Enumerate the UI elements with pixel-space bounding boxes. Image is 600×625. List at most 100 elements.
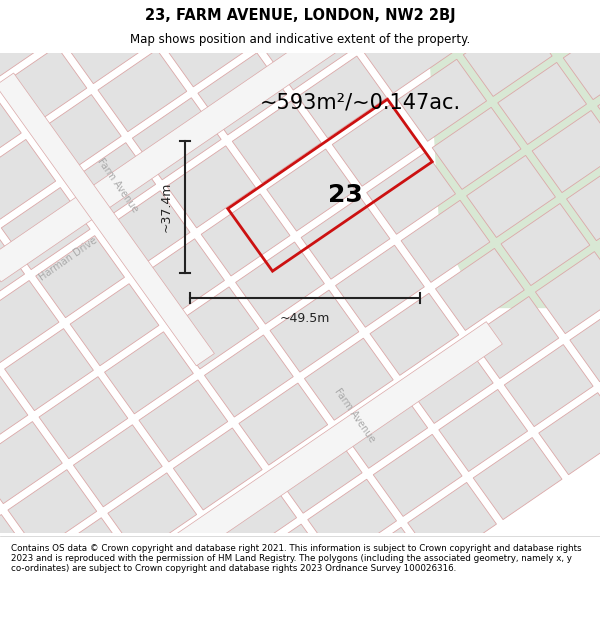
Polygon shape [467, 156, 556, 238]
Polygon shape [98, 49, 187, 132]
Polygon shape [133, 98, 221, 180]
Polygon shape [0, 0, 18, 32]
Polygon shape [239, 383, 328, 465]
Polygon shape [70, 284, 159, 366]
Polygon shape [432, 107, 521, 189]
Polygon shape [167, 146, 256, 228]
Polygon shape [64, 2, 152, 84]
Polygon shape [170, 287, 259, 369]
Text: ~593m²/~0.147ac.: ~593m²/~0.147ac. [259, 92, 461, 112]
Polygon shape [29, 0, 118, 36]
Text: Contains OS data © Crown copyright and database right 2021. This information is : Contains OS data © Crown copyright and d… [11, 544, 581, 573]
Polygon shape [367, 152, 455, 234]
Polygon shape [404, 341, 493, 423]
Polygon shape [36, 236, 125, 318]
Polygon shape [0, 281, 59, 362]
Polygon shape [407, 482, 496, 564]
Polygon shape [0, 562, 65, 625]
Polygon shape [104, 332, 193, 414]
Polygon shape [118, 322, 502, 597]
Polygon shape [211, 617, 300, 625]
Polygon shape [242, 524, 331, 606]
Polygon shape [401, 200, 490, 282]
Polygon shape [77, 566, 166, 625]
Text: Farm Avenue: Farm Avenue [95, 156, 140, 214]
Polygon shape [301, 197, 390, 279]
Polygon shape [439, 389, 527, 471]
Polygon shape [398, 59, 487, 141]
Polygon shape [176, 569, 265, 625]
Polygon shape [595, 0, 600, 7]
Text: 23, FARM AVENUE, LONDON, NW2 2BJ: 23, FARM AVENUE, LONDON, NW2 2BJ [145, 8, 455, 23]
Polygon shape [529, 0, 600, 51]
Polygon shape [598, 66, 600, 148]
Polygon shape [232, 101, 321, 183]
Polygon shape [5, 329, 94, 411]
Polygon shape [494, 0, 583, 4]
Polygon shape [0, 514, 31, 597]
Polygon shape [329, 0, 418, 45]
Polygon shape [229, 0, 318, 42]
Polygon shape [39, 377, 128, 459]
Text: Map shows position and indicative extent of the property.: Map shows position and indicative extent… [130, 33, 470, 46]
Polygon shape [505, 344, 593, 427]
Polygon shape [274, 431, 362, 513]
Text: ~49.5m: ~49.5m [280, 312, 330, 326]
Polygon shape [0, 139, 56, 221]
Polygon shape [0, 24, 345, 282]
Polygon shape [163, 5, 252, 87]
Polygon shape [501, 204, 590, 286]
Polygon shape [473, 438, 562, 519]
Polygon shape [0, 232, 25, 314]
Polygon shape [108, 473, 197, 555]
Polygon shape [0, 374, 28, 456]
Polygon shape [236, 242, 325, 324]
Text: Harman Drive: Harman Drive [37, 235, 99, 282]
Polygon shape [532, 111, 600, 192]
Polygon shape [563, 18, 600, 99]
Polygon shape [129, 0, 218, 39]
Polygon shape [136, 239, 224, 321]
Polygon shape [364, 11, 452, 93]
Polygon shape [335, 245, 424, 328]
Polygon shape [42, 518, 131, 600]
Polygon shape [373, 434, 462, 516]
Polygon shape [570, 299, 600, 382]
Polygon shape [101, 191, 190, 272]
Polygon shape [332, 104, 421, 186]
Polygon shape [11, 611, 100, 625]
Polygon shape [470, 296, 559, 379]
Polygon shape [111, 614, 200, 625]
Polygon shape [142, 521, 231, 603]
Polygon shape [342, 528, 431, 609]
Polygon shape [201, 194, 290, 276]
Polygon shape [198, 53, 287, 135]
Polygon shape [0, 421, 62, 504]
Polygon shape [430, 53, 600, 308]
Polygon shape [436, 248, 524, 331]
Polygon shape [67, 142, 155, 225]
Polygon shape [32, 94, 121, 177]
Polygon shape [498, 62, 587, 144]
Polygon shape [1, 188, 90, 269]
Polygon shape [277, 572, 365, 625]
Text: ~37.4m: ~37.4m [160, 182, 173, 232]
Polygon shape [535, 252, 600, 334]
Polygon shape [205, 335, 293, 417]
Polygon shape [270, 290, 359, 372]
Polygon shape [370, 293, 459, 376]
Polygon shape [0, 0, 52, 81]
Polygon shape [73, 425, 162, 507]
Text: Farm Avenue: Farm Avenue [332, 386, 377, 444]
Polygon shape [8, 469, 97, 552]
Polygon shape [298, 56, 386, 138]
Polygon shape [304, 338, 393, 420]
Polygon shape [173, 428, 262, 510]
Polygon shape [463, 14, 552, 96]
Polygon shape [0, 73, 214, 366]
Polygon shape [263, 8, 352, 90]
Polygon shape [339, 386, 428, 468]
Polygon shape [566, 159, 600, 241]
Text: 23: 23 [328, 183, 362, 207]
Polygon shape [0, 91, 21, 173]
